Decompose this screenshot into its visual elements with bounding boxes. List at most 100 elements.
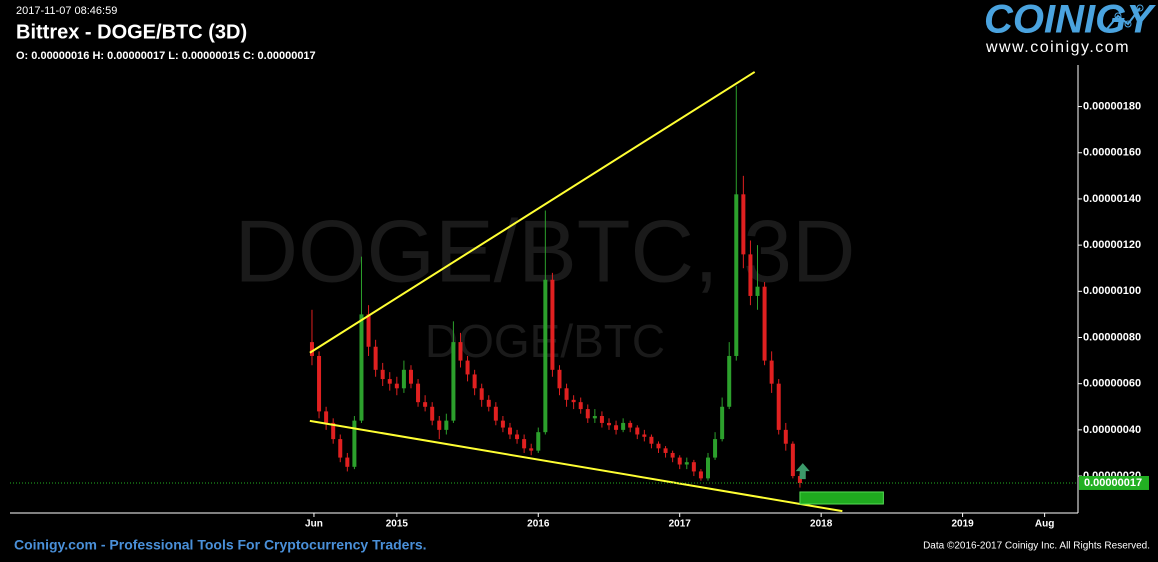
y-tick-label: 0.00000100 [1083, 285, 1141, 297]
y-tick-label: 0.00000040 [1083, 424, 1141, 436]
candle-body [493, 406, 498, 421]
candle-body [394, 383, 399, 389]
candle-body [444, 420, 449, 430]
candle-body [684, 462, 689, 465]
candle-body [621, 422, 626, 430]
footer-right: Data ©2016-2017 Coinigy Inc. All Rights … [923, 541, 1150, 552]
candle-body [755, 286, 760, 296]
candle-body [642, 434, 647, 437]
last-price-tag [1079, 475, 1149, 490]
logo-icon [1105, 7, 1141, 31]
candle-body [762, 286, 767, 361]
candle-body [614, 425, 619, 430]
candle-body [606, 422, 611, 426]
candle-body [331, 422, 336, 440]
candle-body [727, 355, 732, 407]
x-tick-label: 2018 [810, 519, 833, 530]
logo-url: www.coinigy.com [985, 39, 1130, 56]
candle-body [416, 383, 421, 403]
candle-body [451, 342, 456, 421]
candle-body [713, 439, 718, 458]
candle-body [472, 374, 477, 389]
x-tick-label: 2015 [386, 519, 409, 530]
candle-body [373, 346, 378, 370]
candle-body [338, 439, 343, 458]
candle-body [437, 420, 442, 430]
candle-body [635, 427, 640, 435]
candle-body [571, 399, 576, 403]
candle-body [430, 406, 435, 421]
candle-body [345, 457, 350, 467]
candle-body [649, 436, 654, 444]
candle-body [522, 439, 527, 449]
candle-body [486, 399, 491, 407]
ohlc-readout: O: 0.00000016 H: 0.00000017 L: 0.0000001… [16, 50, 316, 62]
x-tick-label: 2017 [669, 519, 692, 530]
candle-body [720, 406, 725, 440]
candle-body [536, 432, 541, 451]
candle-body [776, 383, 781, 430]
x-tick-label: 2019 [951, 519, 974, 530]
candle-body [564, 388, 569, 400]
candle-body [458, 342, 463, 361]
y-tick-label: 0.00000080 [1083, 331, 1141, 343]
candle-body [359, 314, 364, 421]
arrow [795, 463, 810, 480]
candle-body [500, 420, 505, 428]
trendline [309, 419, 843, 513]
candle-body [783, 429, 788, 444]
y-tick-label: 0.00000160 [1083, 147, 1141, 159]
candle-body [691, 462, 696, 472]
candle-body [380, 369, 385, 380]
candle-body [529, 448, 534, 451]
candle-body [352, 420, 357, 467]
y-tick-label: 0.00000180 [1083, 100, 1141, 112]
candle-body [401, 369, 406, 389]
candle-body [317, 355, 322, 412]
y-tick-label: 0.00000140 [1083, 193, 1141, 205]
candle-body [705, 457, 710, 479]
chart-title: Bittrex - DOGE/BTC (3D) [16, 21, 247, 43]
x-tick-label: Aug [1035, 519, 1054, 530]
candle-body [578, 402, 583, 410]
candle-body [324, 411, 329, 423]
candle-body [790, 443, 795, 477]
target-zone [799, 491, 884, 505]
candle-body [366, 314, 371, 347]
candle-body [543, 279, 548, 433]
x-tick-label: 2016 [527, 519, 550, 530]
candle-body [592, 416, 597, 419]
candle-body [663, 448, 668, 453]
candle-body [797, 476, 802, 483]
last-price-label: 0.00000017 [1084, 477, 1142, 489]
logo-icon [1124, 20, 1132, 28]
candle-body [769, 360, 774, 384]
footer-left: Coinigy.com - Professional Tools For Cry… [14, 537, 427, 553]
timestamp: 2017-11-07 08:46:59 [16, 5, 117, 17]
candle-body [507, 427, 512, 435]
candle-body [585, 409, 590, 419]
candle-body [670, 452, 675, 458]
logo-icon [1136, 4, 1144, 12]
candle-body [423, 402, 428, 407]
candle-body [479, 388, 484, 400]
y-tick-label: 0.00000120 [1083, 239, 1141, 251]
candle-body [656, 443, 661, 449]
candle-body [677, 457, 682, 465]
candle-body [557, 369, 562, 389]
candle-body [734, 194, 739, 356]
candle-body [698, 471, 703, 479]
x-tick-label: Jun [305, 519, 323, 530]
candle-body [387, 379, 392, 384]
candle-body [408, 369, 413, 384]
candle-body [309, 342, 314, 356]
logo-icon [1114, 12, 1122, 20]
candle-body [599, 416, 604, 423]
candle-body [550, 279, 555, 370]
candle-body [465, 360, 470, 375]
candle-body [741, 194, 746, 255]
candle-body [515, 434, 520, 440]
